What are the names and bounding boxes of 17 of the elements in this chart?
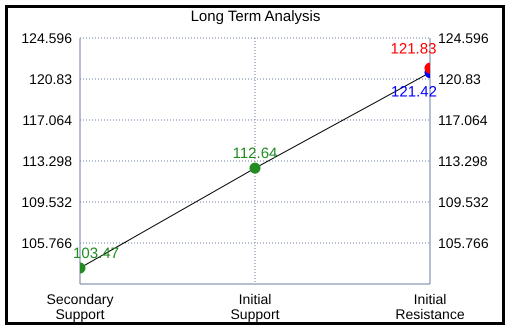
- y-tick-label: 117.064: [22, 112, 72, 128]
- y-tick-label: 113.298: [22, 152, 72, 169]
- data-label: 112.64: [232, 145, 278, 162]
- y2-tick-label: 124.596: [438, 30, 489, 46]
- y2-tick-label: 120.83: [438, 70, 482, 87]
- y2-tick-label: 109.532: [438, 194, 489, 210]
- chart-title: Long Term Analysis: [190, 8, 322, 26]
- x-tick-label: Initial Resistance: [395, 290, 465, 322]
- y-tick-label: 105.766: [21, 234, 72, 251]
- y2-tick-label: 113.298: [438, 152, 488, 169]
- y2-tick-label: 117.064: [438, 112, 488, 128]
- x-tick-label: Secondary Support: [46, 290, 114, 322]
- y-tick-label: 120.83: [29, 70, 72, 87]
- y-tick-label: 109.532: [21, 194, 72, 210]
- y-tick-label: 124.596: [21, 30, 72, 46]
- y2-tick-label: 105.766: [438, 234, 489, 251]
- x-tick-label: Initial Support: [230, 290, 280, 322]
